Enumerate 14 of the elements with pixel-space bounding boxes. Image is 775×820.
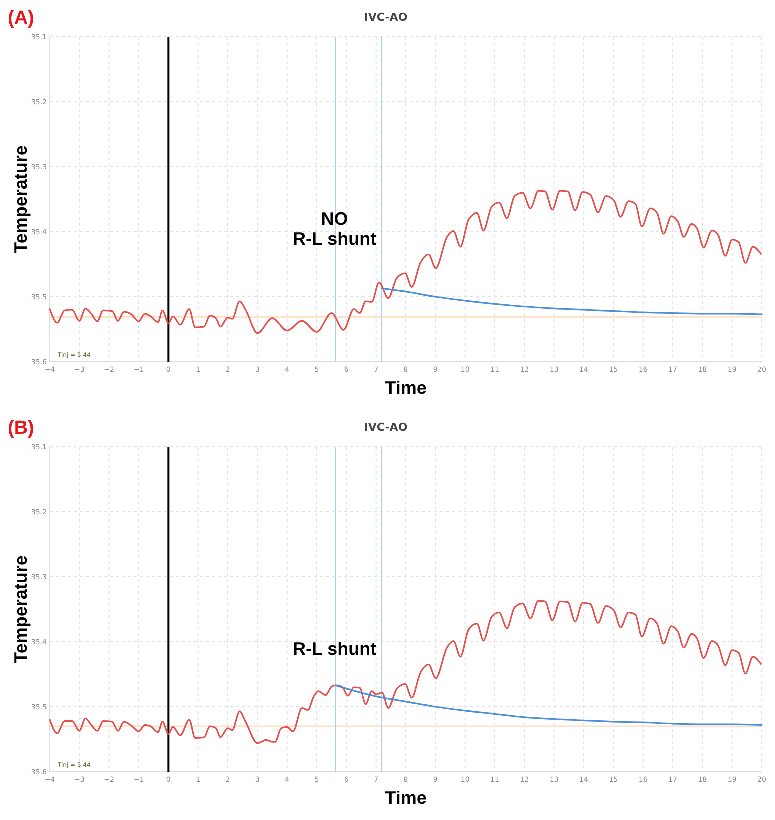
line-series (49, 190, 762, 334)
chart-title: IVC-AO (364, 11, 408, 24)
x-axis-title: Time (385, 788, 427, 808)
chart-title: IVC-AO (364, 421, 408, 434)
line-series (334, 684, 763, 726)
x-axis-title: Time (385, 378, 427, 398)
text: (B) (8, 418, 34, 439)
text: (A) (8, 8, 34, 29)
y-axis-title: Temperature (11, 146, 31, 254)
line-series (380, 288, 763, 316)
annotation: NO R-L shunt (292, 209, 377, 249)
y-axis-title: Temperature (11, 556, 31, 664)
line-series (49, 600, 762, 744)
annotation: R-L shunt (292, 639, 377, 659)
